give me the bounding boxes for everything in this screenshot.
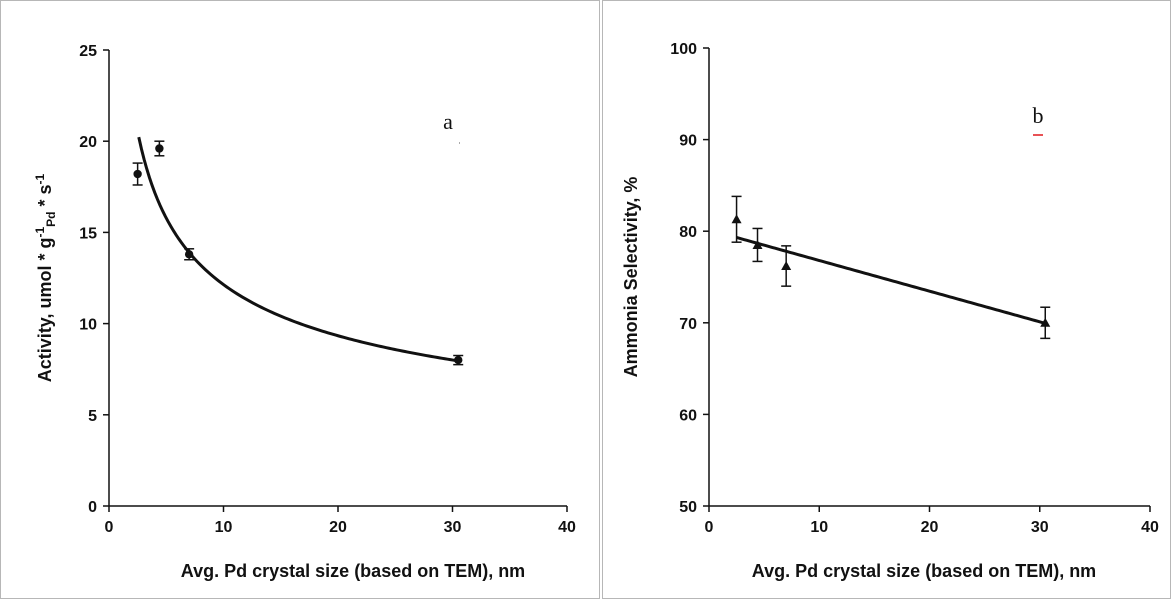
x-tick-label: 20	[329, 519, 347, 536]
x-axis-title: Avg. Pd crystal size (based on TEM), nm	[181, 561, 525, 581]
y-axis-title: Activity, umol * g-1Pd * s-1	[33, 173, 58, 382]
data-point	[133, 169, 142, 179]
y-tick-label: 80	[679, 224, 697, 241]
x-tick-label: 20	[921, 519, 939, 536]
x-tick-label: 40	[1141, 519, 1159, 536]
y-tick-label: 10	[79, 317, 97, 334]
y-tick-label: 70	[679, 316, 697, 333]
y-tick-label: 20	[79, 134, 97, 151]
y-axis-title-part: -1	[33, 173, 47, 184]
chart-b-svg: 50 60 70 80 90 100 0 10 20 30 40 Avg. Pd crystal si…	[621, 41, 1159, 581]
x-tick-label: 10	[215, 519, 233, 536]
data-point	[155, 144, 164, 153]
chart-panel-b: 50 60 70 80 90 100 0 10 20 30 40 Avg. Pd crystal si…	[602, 0, 1171, 599]
y-tick-label: 25	[79, 43, 97, 60]
x-tick-label: 30	[1031, 519, 1049, 536]
data-point	[1040, 317, 1051, 327]
x-axis-title: Avg. Pd crystal size (based on TEM), nm	[752, 561, 1096, 581]
y-tick-label: 50	[679, 499, 697, 516]
y-axis-title: Ammonia Selectivity, %	[621, 177, 641, 378]
data-point	[731, 214, 742, 224]
x-tick-label: 30	[444, 519, 462, 536]
y-tick-label: 0	[88, 499, 97, 516]
y-axis-title-part: * s	[35, 184, 55, 211]
data-point	[184, 250, 194, 259]
trend-line	[736, 236, 1046, 325]
y-tick-label: 90	[679, 133, 697, 150]
panel-label: a	[443, 109, 453, 134]
y-axis-title-part: Pd	[44, 212, 58, 227]
chart-a-svg: 0 5 10 15 20 25 0 10 20 30 40 Avg. Pd crystal size …	[33, 43, 576, 581]
data-point	[454, 355, 463, 365]
y-tick-label: 100	[670, 41, 697, 58]
y-axis-title-part: Activity, umol * g	[35, 238, 55, 383]
y-axis-title-part: -1	[33, 227, 47, 238]
chart-panel-a: 0 5 10 15 20 25 0 10 20 30 40 Avg. Pd crystal size …	[0, 0, 600, 599]
x-tick-label: 40	[558, 519, 576, 536]
x-tick-label: 0	[705, 519, 714, 536]
x-tick-label: 10	[810, 519, 828, 536]
y-tick-label: 5	[88, 408, 97, 425]
panel-label: b	[1033, 103, 1044, 128]
y-tick-label: 15	[79, 225, 97, 242]
x-tick-label: 0	[105, 519, 114, 536]
data-point	[781, 261, 792, 271]
data-point	[752, 239, 763, 249]
y-tick-label: 60	[679, 407, 697, 424]
